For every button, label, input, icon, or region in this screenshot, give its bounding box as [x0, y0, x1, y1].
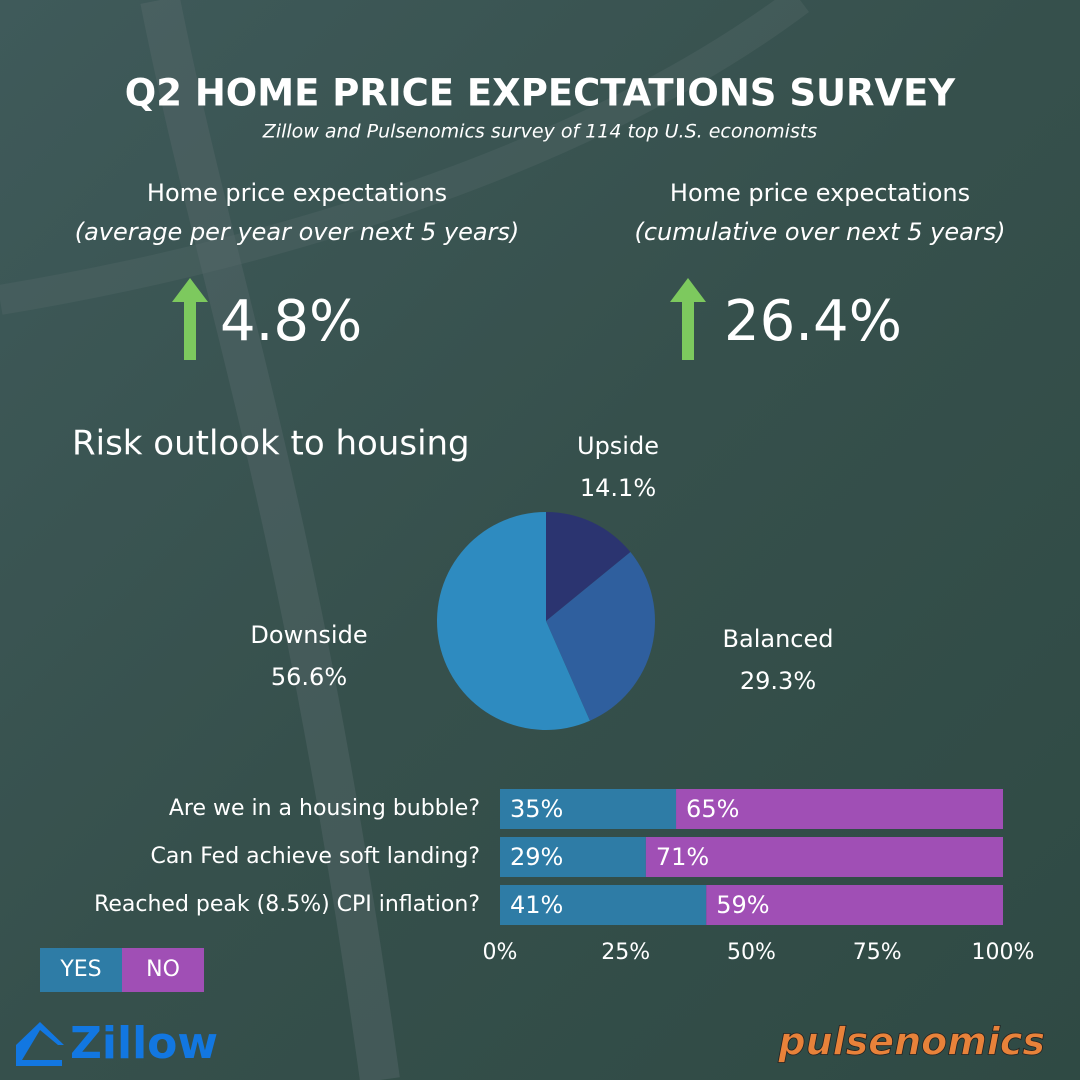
x-tick-label: 0%: [483, 940, 518, 965]
stat-value: 4.8%: [220, 289, 362, 354]
pie-slice: [437, 512, 590, 730]
slice-label: Downside: [250, 621, 367, 649]
stat-sublabel: (average per year over next 5 years): [75, 218, 520, 246]
stat-label: Home price expectations: [670, 179, 970, 207]
slice-label: Upside: [577, 432, 659, 460]
bar-segment: [706, 885, 1003, 925]
slice-value: 29.3%: [740, 667, 816, 695]
bar-segment: [645, 837, 1003, 877]
zillow-logo: Zillow: [16, 1018, 218, 1069]
bar-value-label: 59%: [716, 891, 769, 919]
road: [140, 0, 400, 1080]
bar-value-label: 71%: [656, 843, 709, 871]
zillow-text: Zillow: [70, 1018, 218, 1069]
slice-value: 14.1%: [580, 474, 656, 502]
pie-title: Risk outlook to housing: [72, 424, 470, 464]
bar-segment: [500, 885, 707, 925]
title: Q2 HOME PRICE EXPECTATIONS SURVEY: [125, 72, 957, 115]
stat-value: 26.4%: [724, 289, 902, 354]
bar-value-label: 29%: [510, 843, 563, 871]
up-arrow: [670, 278, 706, 360]
pie-slice: [546, 552, 655, 721]
bar-segment: [676, 789, 1003, 829]
slice-value: 56.6%: [271, 663, 347, 691]
road: [0, 0, 809, 315]
pie-slice: [546, 512, 631, 621]
subtitle: Zillow and Pulsenomics survey of 114 top…: [262, 121, 817, 143]
question-label: Reached peak (8.5%) CPI inflation?: [94, 892, 480, 917]
bar-value-label: 41%: [510, 891, 563, 919]
bar-segment: [500, 789, 677, 829]
zillow-icon: [16, 1022, 64, 1066]
stat-sublabel: (cumulative over next 5 years): [634, 218, 1005, 246]
question-label: Can Fed achieve soft landing?: [150, 844, 480, 869]
pulsenomics-logo: pulsenomics: [777, 1020, 1045, 1064]
up-arrow: [172, 278, 208, 360]
bar-value-label: 35%: [510, 795, 563, 823]
legend-label: NO: [146, 957, 180, 982]
x-tick-label: 100%: [972, 940, 1035, 965]
bar-value-label: 65%: [686, 795, 739, 823]
stat-label: Home price expectations: [147, 179, 447, 207]
legend-swatch: [40, 948, 122, 992]
legend-label: YES: [59, 957, 101, 982]
x-tick-label: 25%: [601, 940, 650, 965]
legend-swatch: [122, 948, 204, 992]
slice-label: Balanced: [723, 625, 834, 653]
question-label: Are we in a housing bubble?: [169, 796, 480, 821]
x-tick-label: 50%: [727, 940, 776, 965]
bar-segment: [500, 837, 646, 877]
x-tick-label: 75%: [853, 940, 902, 965]
